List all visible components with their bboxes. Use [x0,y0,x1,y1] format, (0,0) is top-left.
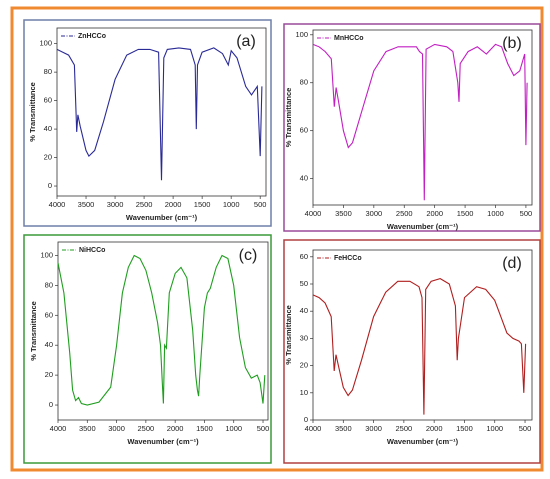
y-tick-label: 20 [44,153,52,162]
x-axis-label: Wavenumber (cm⁻¹) [387,437,459,446]
x-tick-label: 4000 [305,424,322,433]
spectrum-line [56,47,263,181]
plot-area [312,29,533,206]
x-tick-label: 1500 [196,424,213,433]
x-tick-label: 2000 [165,200,182,209]
x-tick-label: 2000 [167,424,184,433]
x-tick-label: 3000 [108,424,125,433]
y-tick-label: 40 [45,340,53,349]
x-tick-label: 2500 [396,209,413,218]
x-tick-label: 500 [257,424,270,433]
panel-frame [283,23,541,232]
legend-label: MnHCCo [334,35,364,42]
y-tick-label: 0 [49,400,53,409]
x-tick-label: 2500 [136,200,153,209]
legend-label: NiHCCo [79,247,105,254]
panel-frame [23,234,272,464]
y-tick-label: 60 [45,310,53,319]
panel-label: (c) [239,247,258,264]
x-axis-label: Wavenumber (cm⁻¹) [127,437,199,446]
panel-label: (b) [502,35,522,52]
x-tick-label: 3500 [79,424,96,433]
y-tick-label: 40 [300,306,308,315]
y-tick-label: 100 [39,39,52,48]
y-axis-label: % Transmittance [28,82,37,142]
x-tick-label: 4000 [50,424,67,433]
plot-area [57,241,269,421]
y-axis-label: % Transmittance [284,88,293,148]
x-tick-label: 500 [519,424,532,433]
y-tick-label: 80 [45,280,53,289]
y-tick-label: 10 [300,388,308,397]
x-tick-label: 2000 [426,209,443,218]
y-tick-label: 0 [304,415,308,424]
y-tick-label: 50 [300,279,308,288]
spectrum-line [57,254,266,406]
x-tick-label: 1500 [457,209,474,218]
x-tick-label: 2500 [138,424,155,433]
legend-label: FeHCCo [334,255,362,262]
panel-frame [283,239,541,464]
x-tick-label: 2500 [396,424,413,433]
x-axis-label: Wavenumber (cm⁻¹) [387,222,459,231]
x-tick-label: 1500 [194,200,211,209]
y-tick-label: 0 [48,181,52,190]
x-tick-label: 500 [520,209,533,218]
x-tick-label: 3500 [335,424,352,433]
panel-label: (d) [502,255,522,272]
y-tick-label: 20 [300,361,308,370]
panel-label: (a) [236,33,256,50]
panel-frame [23,19,272,227]
x-tick-label: 4000 [49,200,66,209]
y-tick-label: 100 [295,30,308,39]
x-tick-label: 3000 [107,200,124,209]
y-tick-label: 60 [300,126,308,135]
spectrum-line [312,43,528,201]
x-axis-label: Wavenumber (cm⁻¹) [126,213,198,222]
x-tick-label: 1000 [225,424,242,433]
y-tick-label: 80 [300,78,308,87]
x-tick-label: 500 [254,200,267,209]
legend-label: ZnHCCo [78,33,106,40]
x-tick-label: 1000 [486,424,503,433]
plot-area [56,27,267,197]
spectrum-line [312,278,527,415]
y-axis-label: % Transmittance [284,305,293,365]
y-tick-label: 60 [300,252,308,261]
y-axis-label: % Transmittance [29,301,38,361]
x-tick-label: 1000 [223,200,240,209]
y-tick-label: 20 [45,370,53,379]
x-tick-label: 3500 [78,200,95,209]
y-tick-label: 100 [40,250,53,259]
x-tick-label: 4000 [305,209,322,218]
x-tick-label: 3500 [335,209,352,218]
y-tick-label: 40 [44,124,52,133]
x-tick-label: 3000 [365,209,382,218]
y-tick-label: 80 [44,67,52,76]
x-tick-label: 3000 [365,424,382,433]
plot-area [312,249,533,421]
y-tick-label: 30 [300,333,308,342]
x-tick-label: 2000 [426,424,443,433]
x-tick-label: 1500 [456,424,473,433]
y-tick-label: 40 [300,174,308,183]
x-tick-label: 1000 [487,209,504,218]
y-tick-label: 60 [44,96,52,105]
